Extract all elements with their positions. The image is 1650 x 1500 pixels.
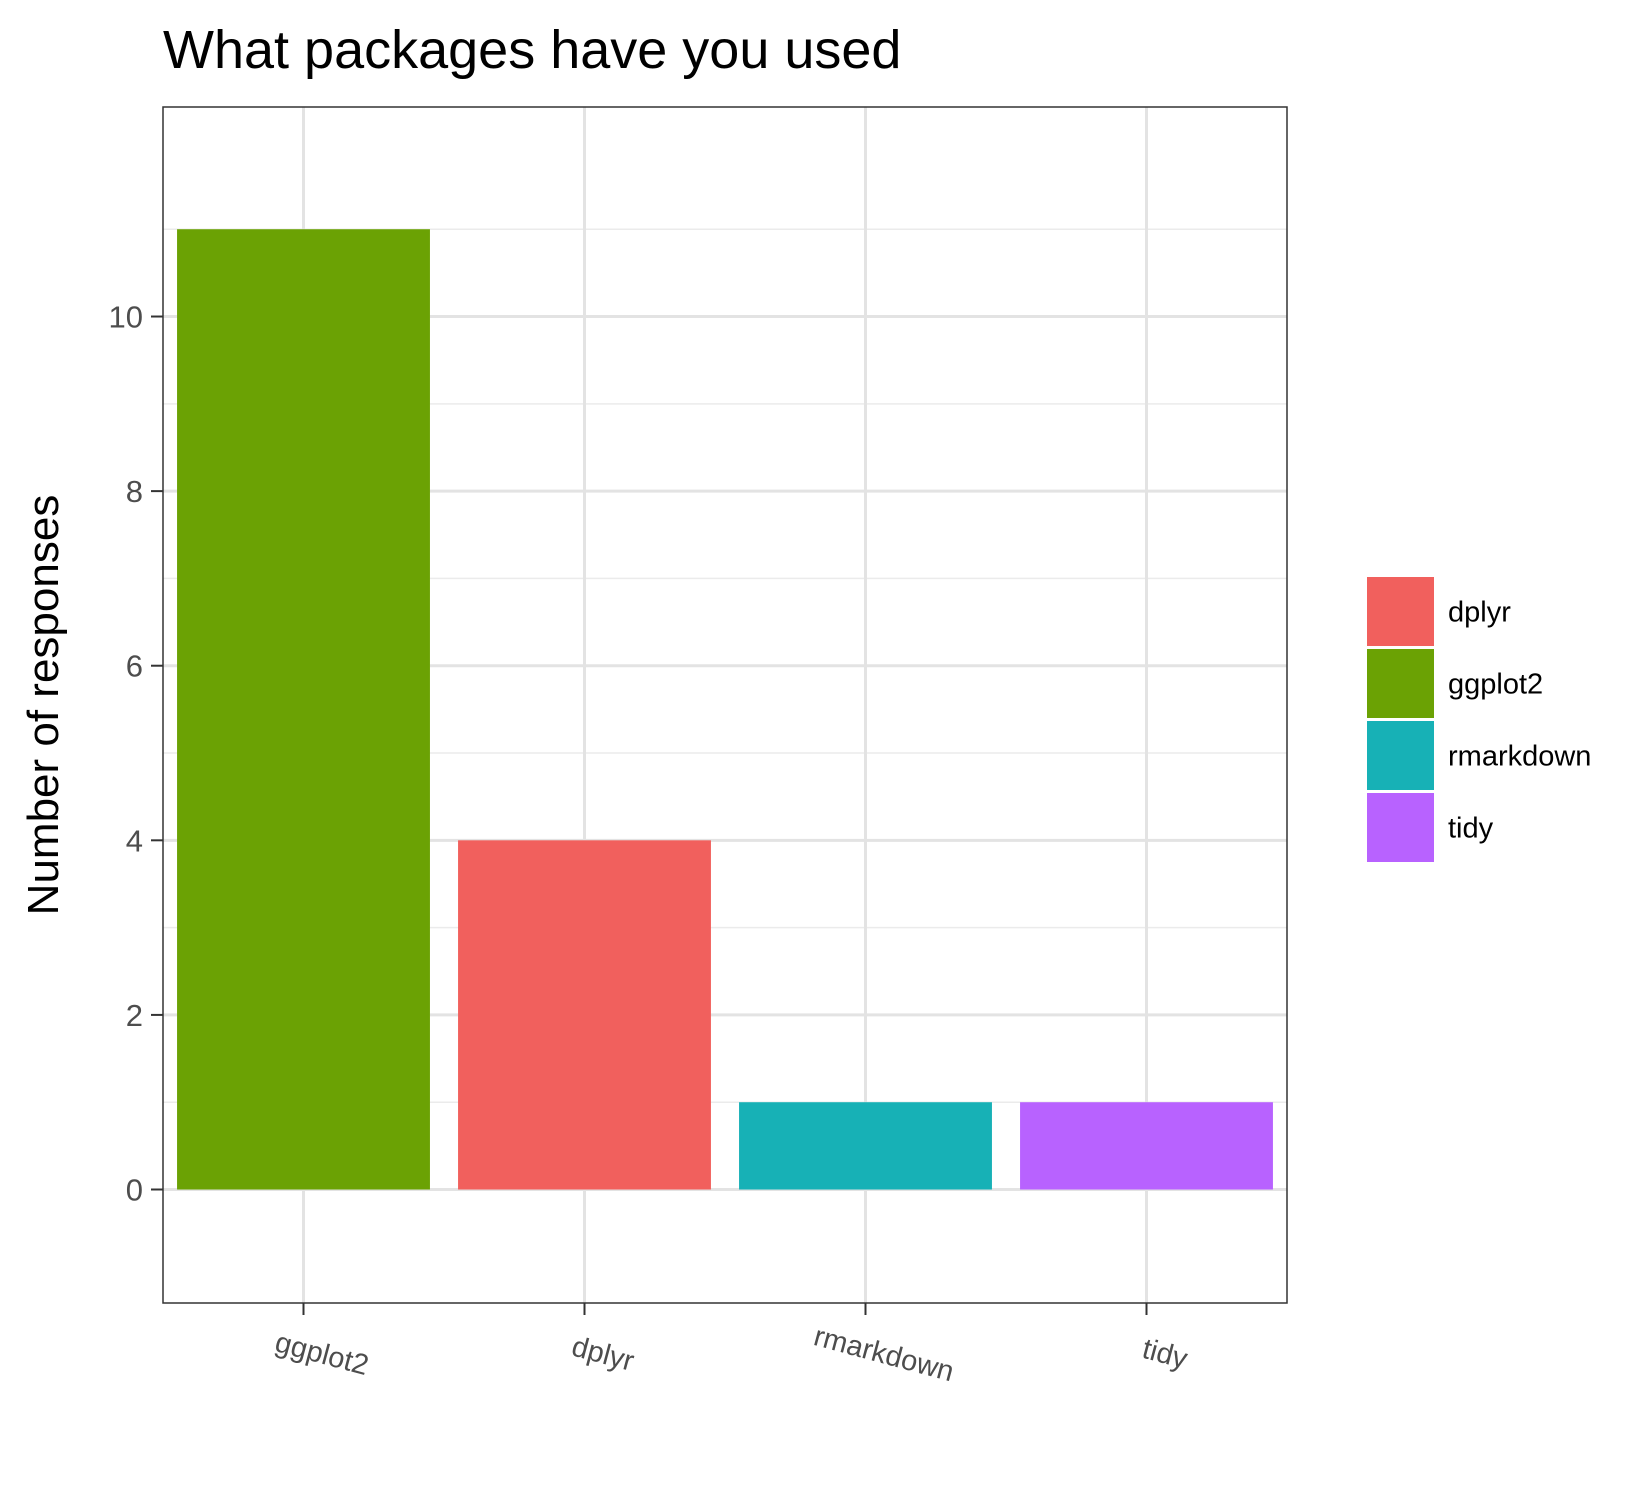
legend-key-rmarkdown: [1367, 721, 1434, 790]
bar-ggplot2: [177, 229, 430, 1190]
y-tick-label: 10: [109, 300, 143, 335]
chart-title: What packages have you used: [163, 20, 901, 80]
legend-key-ggplot2: [1367, 649, 1434, 718]
plot-panel: 0 2 4 6 8 10 ggplot2 dplyr rmarkdown tidy: [109, 106, 1288, 1388]
legend-label-tidy: tidy: [1448, 813, 1494, 845]
y-tick-label: 8: [126, 474, 143, 509]
legend-key-dplyr: [1367, 577, 1434, 646]
legend-label-dplyr: dplyr: [1448, 597, 1511, 629]
legend-key-tidy: [1367, 793, 1434, 862]
legend-label-rmarkdown: rmarkdown: [1448, 741, 1591, 773]
x-tick-label-ggplot2: ggplot2: [272, 1327, 372, 1383]
legend: dplyr ggplot2 rmarkdown tidy: [1367, 577, 1591, 862]
bar-tidy: [1020, 1102, 1273, 1190]
x-tick-label-dplyr: dplyr: [568, 1331, 637, 1378]
x-tick-label-rmarkdown: rmarkdown: [810, 1320, 957, 1388]
y-tick-label: 0: [126, 1173, 143, 1208]
bar-rmarkdown: [739, 1102, 992, 1190]
y-tick-label: 2: [126, 998, 143, 1033]
y-tick-label: 4: [126, 823, 143, 858]
bar-dplyr: [458, 840, 711, 1190]
y-tick-label: 6: [126, 649, 143, 684]
panel-border: [162, 106, 1288, 1304]
y-axis-label: Number of responses: [19, 495, 68, 916]
x-tick-label-tidy: tidy: [1139, 1333, 1191, 1376]
legend-label-ggplot2: ggplot2: [1448, 669, 1543, 701]
